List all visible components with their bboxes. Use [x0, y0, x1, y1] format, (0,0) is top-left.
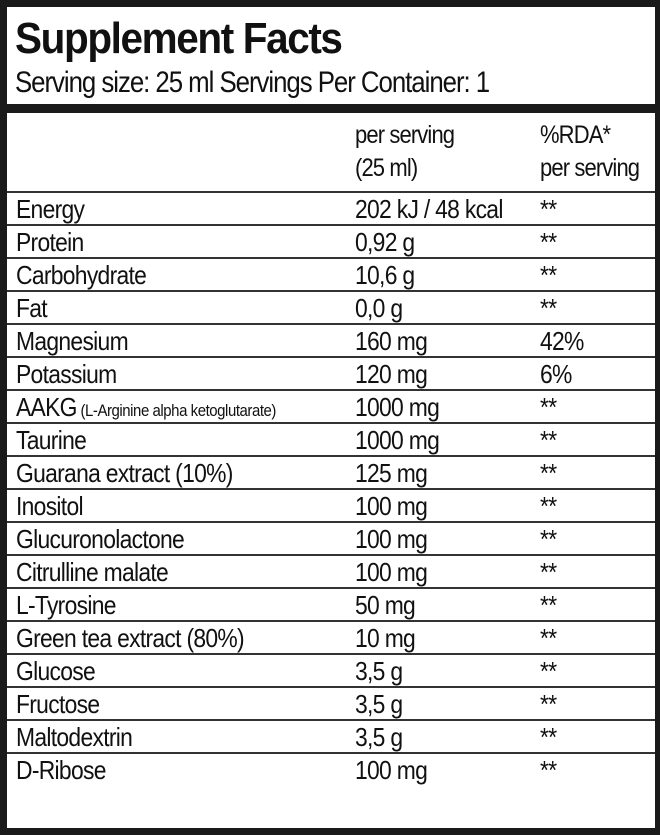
nutrient-rda: **: [540, 689, 557, 719]
nutrient-name: Potassium: [16, 359, 117, 392]
nutrient-amount: 50 mg: [355, 590, 416, 620]
nutrient-label: Carbohydrate: [16, 260, 147, 290]
table-row: Energy 202 kJ / 48 kcal **: [7, 191, 655, 224]
nutrient-name: Fructose: [16, 689, 100, 722]
nutrient-rda: **: [540, 458, 557, 488]
nutrient-label: D-Ribose: [16, 755, 106, 785]
nutrient-name: Carbohydrate: [16, 260, 147, 293]
nutrient-name: Glucose: [16, 656, 96, 689]
nutrient-name: Protein: [16, 228, 84, 260]
table-row: Inositol 100 mg **: [7, 488, 655, 521]
nutrient-rda: **: [540, 227, 557, 257]
table-row: D-Ribose 100 mg **: [7, 752, 655, 785]
header-per-serving: per serving: [355, 121, 455, 149]
nutrient-amount: 120 mg: [355, 359, 428, 389]
nutrient-rda: **: [540, 491, 557, 521]
nutrient-label: AAKG: [16, 392, 77, 422]
nutrient-name: Magnesium: [16, 326, 129, 359]
nutrient-rda: **: [540, 392, 557, 422]
header-rda-per-serving: per serving: [540, 154, 640, 182]
nutrient-amount: 160 mg: [355, 326, 428, 356]
table-row: Guarana extract (10%) 125 mg **: [7, 455, 655, 488]
nutrient-label: Glucose: [16, 656, 96, 686]
nutrient-amount: 100 mg: [355, 557, 428, 587]
nutrient-rda: **: [540, 656, 557, 686]
nutrient-name: Citrulline malate: [16, 557, 169, 590]
nutrient-amount: 100 mg: [355, 755, 428, 785]
table-row: Citrulline malate 100 mg **: [7, 554, 655, 587]
table-row: Fructose 3,5 g **: [7, 686, 655, 719]
nutrient-amount: 0,0 g: [355, 293, 403, 323]
nutrient-name: Green tea extract (80%): [16, 623, 245, 656]
table-row: Fat 0,0 g **: [7, 290, 655, 323]
nutrient-name: Maltodextrin: [16, 722, 133, 755]
nutrient-amount: 125 mg: [355, 458, 428, 488]
nutrient-rda: **: [540, 722, 557, 752]
nutrient-amount: 202 kJ / 48 kcal: [355, 194, 503, 224]
nutrient-label: Maltodextrin: [16, 722, 133, 752]
nutrient-rda: **: [540, 557, 557, 587]
nutrient-name: Energy: [16, 194, 85, 227]
table-row: AAKG (L-Arginine alpha ketoglutarate) 10…: [7, 389, 655, 422]
nutrient-note: (L-Arginine alpha ketoglutarate): [76, 401, 276, 420]
table-row: Carbohydrate 10,6 g **: [7, 257, 655, 290]
nutrient-label: Green tea extract (80%): [16, 623, 245, 653]
nutrient-label: Fat: [16, 293, 48, 323]
nutrient-name: Inositol: [16, 491, 84, 524]
nutrient-label: Fructose: [16, 689, 100, 719]
nutrient-name: AAKG (L-Arginine alpha ketoglutarate): [16, 393, 276, 425]
table-row: Potassium 120 mg 6%: [7, 356, 655, 389]
nutrient-amount: 3,5 g: [355, 689, 403, 719]
serving-info: Serving size: 25 ml Servings Per Contain…: [15, 66, 490, 99]
nutrient-amount: 1000 mg: [355, 425, 440, 455]
nutrient-rda: 6%: [540, 359, 572, 389]
nutrient-name: Glucuronolactone: [16, 524, 185, 557]
nutrient-name: L-Tyrosine: [16, 591, 116, 623]
nutrient-label: Glucuronolactone: [16, 524, 185, 554]
nutrient-label: Magnesium: [16, 326, 129, 356]
header-rda: %RDA*: [540, 121, 611, 149]
nutrient-amount: 10,6 g: [355, 260, 415, 290]
table-row: Glucose 3,5 g **: [7, 653, 655, 686]
nutrient-rda: **: [540, 590, 557, 620]
table-row: Protein 0,92 g **: [7, 224, 655, 257]
nutrient-label: Taurine: [16, 425, 87, 455]
nutrient-amount: 100 mg: [355, 524, 428, 554]
nutrient-name: Taurine: [16, 425, 87, 458]
nutrient-label: Energy: [16, 194, 85, 224]
nutrient-name: Guarana extract (10%): [16, 459, 233, 491]
nutrient-label: Protein: [16, 227, 84, 257]
nutrient-amount: 3,5 g: [355, 722, 403, 752]
nutrient-amount: 10 mg: [355, 623, 416, 653]
divider: [0, 104, 660, 113]
nutrient-amount: 100 mg: [355, 491, 428, 521]
table-row: Taurine 1000 mg **: [7, 422, 655, 455]
table-row: Green tea extract (80%) 10 mg **: [7, 620, 655, 653]
nutrient-label: Potassium: [16, 359, 117, 389]
nutrient-amount: 0,92 g: [355, 227, 415, 257]
table-row: Maltodextrin 3,5 g **: [7, 719, 655, 752]
nutrient-rda: **: [540, 260, 557, 290]
page-title: Supplement Facts: [15, 14, 343, 63]
nutrient-amount: 3,5 g: [355, 656, 403, 686]
nutrient-name: D-Ribose: [16, 756, 106, 788]
table-row: Magnesium 160 mg 42%: [7, 323, 655, 356]
nutrient-amount: 1000 mg: [355, 392, 440, 422]
nutrient-rda: **: [540, 425, 557, 455]
nutrient-rda: **: [540, 194, 557, 224]
table-row: L-Tyrosine 50 mg **: [7, 587, 655, 620]
nutrient-rda: **: [540, 623, 557, 653]
nutrient-label: L-Tyrosine: [16, 590, 116, 620]
nutrient-name: Fat: [16, 293, 48, 326]
nutrient-rda: **: [540, 293, 557, 323]
nutrient-rda: **: [540, 755, 557, 785]
nutrient-label: Citrulline malate: [16, 557, 169, 587]
header-serving-size: (25 ml): [355, 154, 418, 182]
nutrient-rda: **: [540, 524, 557, 554]
nutrient-label: Inositol: [16, 491, 84, 521]
table-row: Glucuronolactone 100 mg **: [7, 521, 655, 554]
nutrient-label: Guarana extract (10%): [16, 458, 233, 488]
nutrient-rda: 42%: [540, 326, 584, 356]
